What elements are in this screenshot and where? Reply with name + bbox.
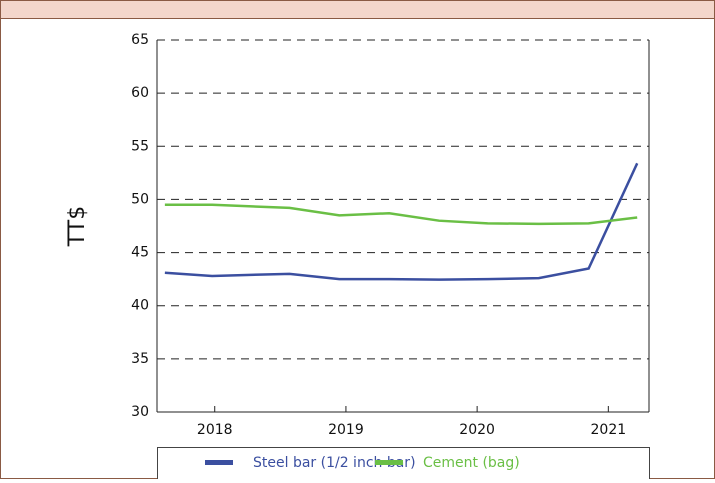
legend-swatch xyxy=(375,460,403,465)
legend-label: Steel bar (1/2 inch bar) xyxy=(253,455,416,471)
data-line xyxy=(164,203,638,226)
x-tick-label: 2020 xyxy=(459,422,495,438)
x-tick-label: 2021 xyxy=(591,422,627,438)
y-tick-label: 60 xyxy=(131,85,149,101)
data-line xyxy=(164,162,639,281)
legend-box xyxy=(157,447,650,480)
header-band xyxy=(0,0,715,19)
legend-swatch xyxy=(205,460,233,465)
legend-label: Cement (bag) xyxy=(423,455,520,471)
y-tick-label: 50 xyxy=(131,191,149,207)
x-tick-label: 2019 xyxy=(328,422,364,438)
y-tick-label: 30 xyxy=(131,404,149,420)
y-tick-label: 40 xyxy=(131,298,149,314)
y-tick-label: 45 xyxy=(131,245,149,261)
y-tick-label: 35 xyxy=(131,351,149,367)
y-tick-label: 65 xyxy=(131,32,149,48)
x-tick-label: 2018 xyxy=(197,422,233,438)
y-axis-label: TT$ xyxy=(65,206,90,248)
y-tick-label: 55 xyxy=(131,138,149,154)
